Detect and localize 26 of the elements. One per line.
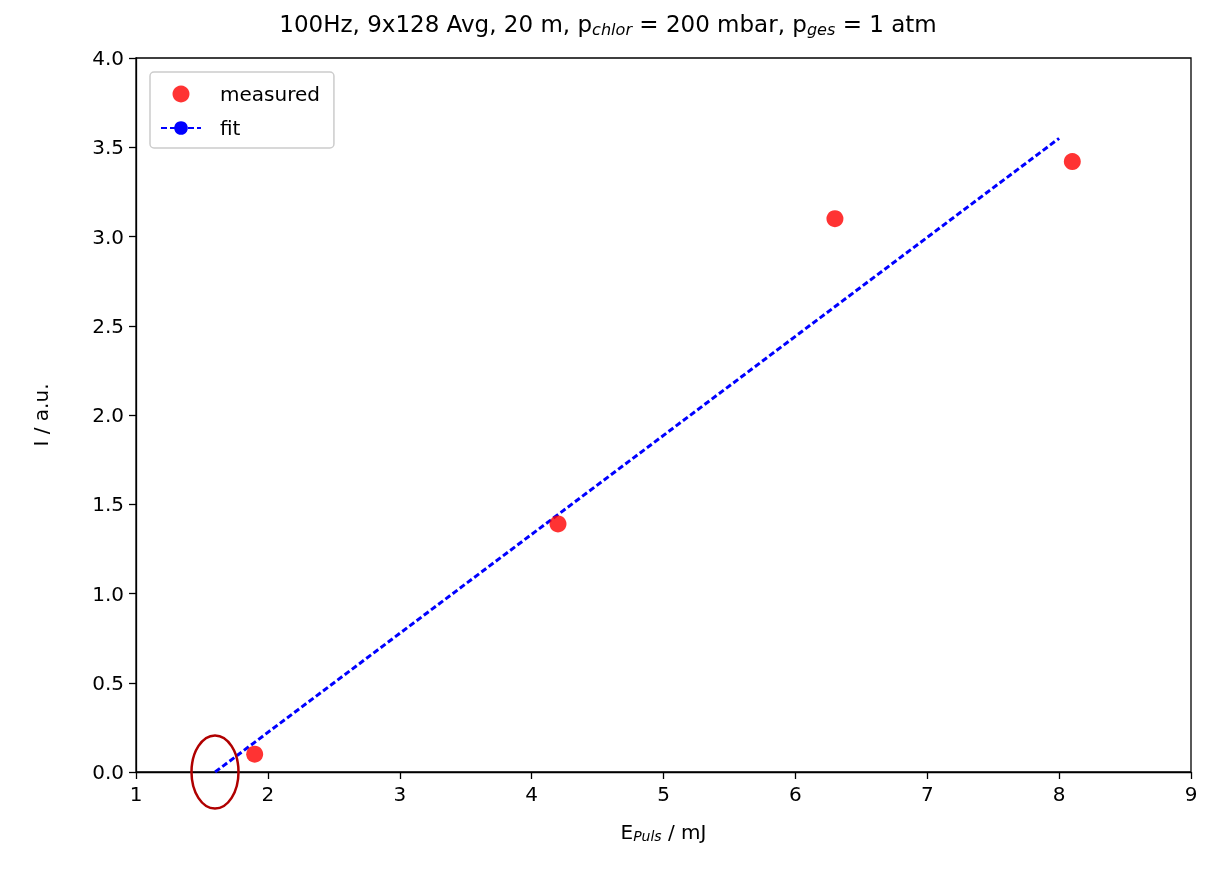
y-axis-title: I / a.u. <box>29 383 53 447</box>
x-tick-label: 8 <box>1052 782 1066 806</box>
y-tick-label: 4.0 <box>92 46 124 70</box>
legend-label: measured <box>220 82 320 106</box>
x-axis-title: EPuls / mJ <box>620 819 707 844</box>
x-tick-label: 9 <box>1184 782 1198 806</box>
x-tick-label: 7 <box>920 782 934 806</box>
y-tick-label: 3.5 <box>92 135 124 160</box>
y-tick-label: 0.0 <box>92 760 124 784</box>
point <box>826 210 844 228</box>
point <box>549 515 567 533</box>
y-tick-label: 2.0 <box>92 403 124 427</box>
y-tick-label: 1.5 <box>92 492 124 517</box>
point <box>246 745 264 763</box>
x-tick-label: 2 <box>261 782 275 806</box>
y-tick-label: 2.5 <box>92 313 124 338</box>
y-tick-label: 0.5 <box>92 670 124 695</box>
x-tick-label: 1 <box>129 782 143 806</box>
y-tick-label: 1.0 <box>92 581 124 606</box>
x-tick-label: 3 <box>393 782 407 806</box>
x-tick-label: 4 <box>525 782 538 806</box>
y-tick-label: 3.0 <box>92 224 124 249</box>
x-tick-label: 6 <box>789 782 802 806</box>
point <box>1063 153 1081 171</box>
x-tick-label: 5 <box>657 782 670 806</box>
legend-label: fit <box>220 116 241 140</box>
